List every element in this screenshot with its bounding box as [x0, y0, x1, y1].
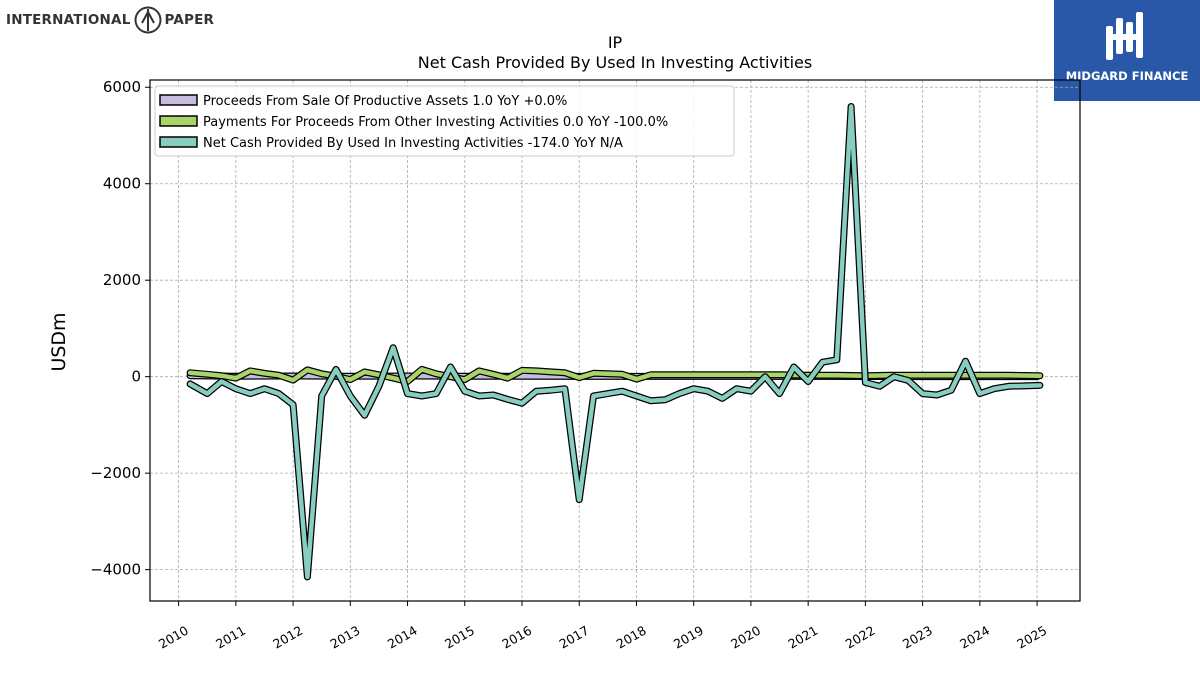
legend-label: Payments For Proceeds From Other Investi… [203, 115, 668, 130]
plot-frame [149, 79, 1081, 602]
x-tick-label: 2017 [556, 623, 591, 652]
x-tick-label: 2022 [843, 623, 878, 652]
series-lines [186, 103, 1044, 581]
x-tick-label: 2012 [270, 623, 305, 652]
chart-title: IP [608, 33, 623, 52]
legend-swatch [159, 136, 198, 148]
x-tick-label: 2020 [728, 623, 763, 652]
chart-subtitle: Net Cash Provided By Used In Investing A… [418, 53, 812, 72]
legend: Proceeds From Sale Of Productive Assets … [154, 85, 735, 157]
y-tick-label: 2000 [103, 271, 141, 289]
y-tick-label: 4000 [103, 175, 141, 193]
international-paper-logo: INTERNATIONAL PAPER [6, 5, 214, 35]
legend-swatch [159, 94, 198, 106]
logo-word-international: INTERNATIONAL [6, 12, 131, 28]
x-tick-label: 2025 [1014, 623, 1049, 652]
x-tick-label: 2018 [614, 623, 649, 652]
x-tick-label: 2014 [385, 623, 420, 652]
series-outline [186, 103, 1044, 581]
legend-swatch [159, 115, 198, 127]
y-tick-label: 0 [131, 368, 141, 386]
legend-label: Net Cash Provided By Used In Investing A… [203, 136, 623, 151]
y-tick-label: −4000 [90, 561, 141, 579]
x-tick-label: 2024 [957, 623, 992, 652]
x-tick-label: 2021 [785, 623, 820, 652]
axes: −4000 −2000 0 2000 4000 6000 2010 2011 2012 2013 2… [90, 78, 1049, 651]
midgard-finance-label: MIDGARD FINANCE [1065, 69, 1189, 83]
x-tick-label: 2016 [499, 623, 534, 652]
international-paper-emblem-icon [134, 6, 162, 34]
legend-box [154, 85, 735, 157]
legend-label: Proceeds From Sale Of Productive Assets … [203, 94, 567, 109]
y-tick-label: −2000 [90, 464, 141, 482]
x-tick-label: 2011 [213, 623, 248, 652]
x-tick-label: 2013 [328, 623, 363, 652]
series-line [187, 104, 1043, 580]
x-tick-label: 2023 [900, 623, 935, 652]
grid [150, 80, 1080, 601]
y-tick-label: 6000 [103, 78, 141, 96]
x-tick-label: 2019 [671, 623, 706, 652]
midgard-finance-emblem-icon [1106, 12, 1143, 60]
y-axis-label: USDm [48, 312, 70, 371]
logo-word-paper: PAPER [164, 12, 215, 28]
midgard-finance-logo: MIDGARD FINANCE [1054, 0, 1200, 101]
x-tick-label: 2015 [442, 623, 477, 652]
x-tick-label: 2010 [156, 623, 191, 652]
